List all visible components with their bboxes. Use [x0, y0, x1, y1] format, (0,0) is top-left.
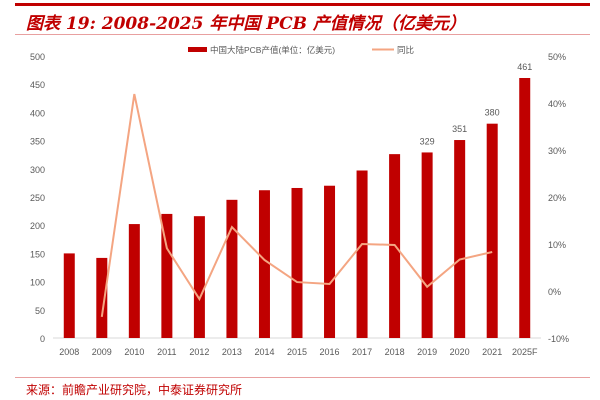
bar — [324, 185, 336, 338]
bar — [193, 216, 205, 338]
right-tick-label: 10% — [548, 240, 566, 250]
bar — [486, 123, 498, 339]
left-tick-label: 150 — [30, 249, 45, 259]
x-tick-label: 2008 — [59, 347, 79, 357]
bar — [291, 187, 303, 338]
x-tick-label: 2013 — [222, 347, 242, 357]
left-tick-label: 500 — [30, 52, 45, 62]
source-note: 来源：前瞻产业研究院，中泰证券研究所 — [26, 383, 243, 397]
left-tick-label: 250 — [30, 193, 45, 203]
x-tick-label: 2012 — [189, 347, 209, 357]
bar — [128, 224, 140, 338]
x-tick-label: 2025F — [512, 347, 538, 357]
data-label: 329 — [420, 136, 435, 146]
left-tick-label: 450 — [30, 80, 45, 90]
x-tick-label: 2009 — [92, 347, 112, 357]
right-tick-label: 30% — [548, 146, 566, 156]
source-divider — [15, 377, 590, 378]
x-tick-label: 2019 — [417, 347, 437, 357]
bar — [356, 170, 368, 338]
yoy-line — [100, 93, 493, 317]
x-tick-label: 2020 — [450, 347, 470, 357]
left-tick-label: 350 — [30, 137, 45, 147]
x-tick-label: 2016 — [320, 347, 340, 357]
data-label: 380 — [485, 108, 500, 118]
title-divider — [15, 34, 590, 35]
x-tick-label: 2010 — [124, 347, 144, 357]
left-tick-label: 50 — [35, 306, 45, 316]
x-tick-label: 2017 — [352, 347, 372, 357]
bar — [519, 77, 531, 338]
bar — [161, 213, 173, 338]
x-tick-label: 2021 — [482, 347, 502, 357]
bar — [454, 140, 466, 338]
left-tick-label: 0 — [40, 334, 45, 344]
x-tick-label: 2011 — [157, 347, 176, 357]
bar — [258, 190, 270, 338]
chart-title: 图表 19: 2008-2025 年中国 PCB 产值情况（亿美元） — [26, 14, 466, 34]
left-tick-label: 400 — [30, 108, 45, 118]
right-tick-label: 20% — [548, 193, 566, 203]
x-tick-label: 2018 — [385, 347, 405, 357]
right-tick-label: 40% — [548, 99, 566, 109]
right-tick-label: 50% — [548, 52, 566, 62]
legend-bar-label: 中国大陆PCB产值(单位：亿美元) — [210, 45, 335, 55]
right-tick-label: -10% — [548, 334, 569, 344]
bar — [226, 199, 238, 338]
x-tick-label: 2014 — [254, 347, 274, 357]
right-tick-label: 0% — [548, 287, 561, 297]
left-tick-label: 100 — [30, 278, 45, 288]
bar — [63, 253, 75, 338]
data-label: 461 — [517, 62, 532, 72]
legend-bar-swatch — [188, 47, 207, 52]
bar — [96, 257, 108, 338]
left-tick-label: 300 — [30, 165, 45, 175]
left-tick-label: 200 — [30, 221, 45, 231]
bar — [421, 152, 433, 338]
top-rule — [15, 3, 590, 6]
legend-line-label: 同比 — [397, 45, 414, 55]
data-label: 351 — [452, 124, 467, 134]
x-tick-label: 2015 — [287, 347, 307, 357]
